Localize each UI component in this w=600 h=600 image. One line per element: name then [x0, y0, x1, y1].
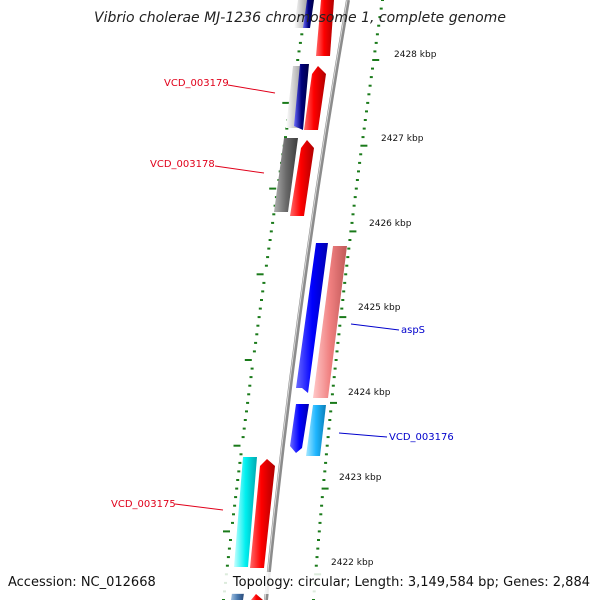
tick-labels: 2428 kbp 2427 kbp 2426 kbp 2425 kbp 2424… — [331, 50, 437, 568]
label-leader — [174, 503, 224, 511]
gene-feature[interactable] — [316, 0, 334, 56]
tick-label: 2425 kbp — [358, 303, 401, 313]
gene-feature[interactable] — [231, 593, 244, 600]
gene-feature[interactable] — [251, 594, 263, 600]
gene-feature[interactable] — [250, 459, 275, 568]
label-leader — [214, 165, 265, 174]
gene-feature[interactable] — [290, 140, 314, 216]
tick-label: 2427 kbp — [381, 134, 424, 144]
tick-label: 2426 kbp — [369, 219, 412, 229]
gene-feature[interactable] — [304, 66, 326, 130]
backbone-highlight — [264, 0, 348, 600]
gene-feature[interactable] — [306, 405, 326, 456]
gene-label[interactable]: VCD_003178 — [150, 159, 215, 170]
gene-feature[interactable] — [234, 457, 257, 567]
tick-label: 2428 kbp — [394, 50, 437, 60]
topology-text: Topology: circular; Length: 3,149,584 bp… — [232, 575, 590, 590]
gene-labels: VCD_003179 VCD_003178 aspS VCD_003176 VC… — [111, 78, 454, 511]
label-leader — [338, 432, 388, 438]
gene-feature[interactable] — [294, 64, 309, 130]
gene-feature[interactable] — [274, 138, 298, 212]
backbone-line — [264, 0, 350, 600]
gene-feature[interactable] — [296, 243, 328, 393]
label-leader — [227, 84, 276, 94]
gene-feature[interactable] — [290, 404, 309, 453]
gene-feature[interactable] — [303, 0, 314, 28]
accession-text: Accession: NC_012668 — [8, 575, 156, 590]
gene-feature[interactable] — [313, 246, 347, 398]
gene-label[interactable]: aspS — [401, 325, 425, 336]
footer-background — [0, 572, 600, 594]
gene-label[interactable]: VCD_003176 — [389, 432, 454, 443]
tick-label: 2424 kbp — [348, 388, 391, 398]
gene-label[interactable]: VCD_003179 — [164, 78, 229, 89]
map-title: Vibrio cholerae MJ-1236 chromosome 1, co… — [94, 10, 506, 26]
features-forward-strand — [250, 0, 347, 600]
tick-label: 2423 kbp — [339, 473, 382, 483]
label-leader — [350, 323, 400, 331]
gene-label[interactable]: VCD_003175 — [111, 499, 176, 510]
features-reverse-strand — [231, 0, 328, 600]
tick-label: 2422 kbp — [331, 558, 374, 568]
